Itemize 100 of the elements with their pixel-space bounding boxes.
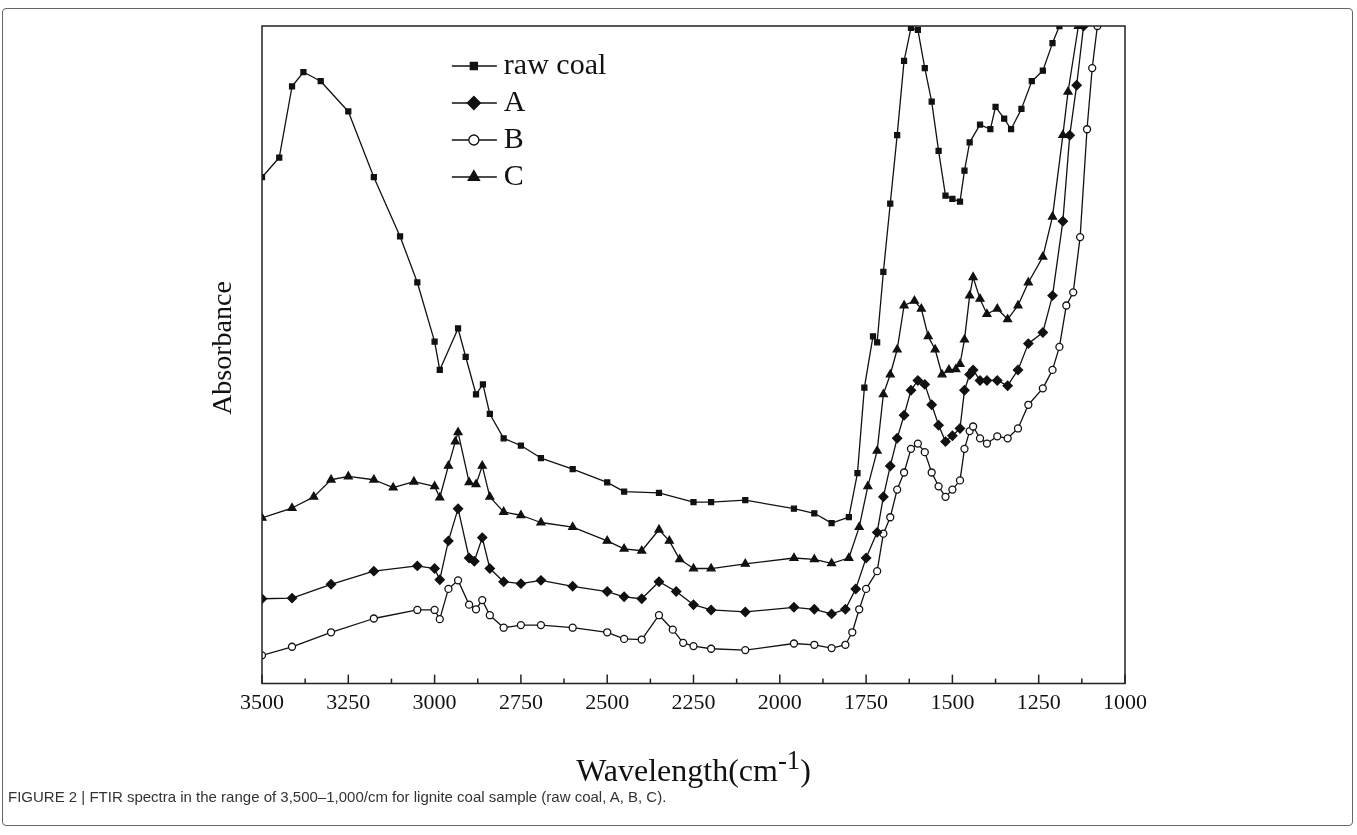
- point: [537, 454, 545, 462]
- x-tick-label: 3000: [412, 688, 457, 714]
- point: [1012, 364, 1024, 376]
- point: [949, 195, 956, 203]
- point: [1037, 327, 1049, 338]
- point: [436, 366, 443, 374]
- point: [742, 497, 749, 504]
- point: [469, 556, 480, 567]
- point: [740, 606, 751, 618]
- point: [620, 488, 628, 495]
- point: [396, 233, 404, 240]
- point: [462, 353, 469, 360]
- point: [477, 532, 488, 543]
- point: [894, 132, 901, 139]
- point: [947, 430, 958, 441]
- point: [671, 586, 682, 597]
- point: [1007, 126, 1015, 133]
- point: [828, 520, 835, 527]
- point: [956, 198, 964, 205]
- point: [1071, 79, 1082, 91]
- point: [921, 64, 928, 72]
- point: [912, 375, 924, 386]
- x-tick-label: 1500: [930, 688, 975, 714]
- caption: FIGURE 2 | FTIR spectra in the range of 3,500–1,000/cm for lignite coal sample (raw coal, A, B, C).: [8, 788, 667, 805]
- point: [288, 83, 296, 90]
- point: [370, 174, 377, 181]
- point: [317, 78, 324, 85]
- point: [414, 279, 421, 286]
- point: [1064, 129, 1075, 141]
- point: [1047, 290, 1058, 301]
- point: [992, 103, 999, 111]
- point: [966, 139, 973, 146]
- point: [486, 410, 493, 418]
- x-tick-label: 2500: [585, 688, 630, 714]
- point: [498, 576, 509, 587]
- x-axis-title: Wavelength(cm$^{-1}$): [575, 745, 812, 789]
- point: [434, 574, 445, 585]
- point: [871, 527, 883, 538]
- point: [484, 563, 496, 574]
- point: [1001, 115, 1008, 122]
- point: [880, 268, 887, 276]
- point: [500, 435, 507, 442]
- point: [898, 410, 910, 421]
- point: [926, 399, 937, 410]
- point: [905, 385, 917, 396]
- point: [961, 167, 968, 174]
- x-tick-label: 2250: [671, 688, 716, 714]
- point: [1023, 338, 1034, 349]
- point: [431, 338, 438, 345]
- point: [1057, 216, 1069, 227]
- point: [860, 552, 872, 564]
- point: [472, 391, 480, 398]
- point: [452, 503, 464, 514]
- point: [688, 599, 699, 610]
- point: [878, 491, 889, 503]
- x-tick-label: 1250: [1016, 688, 1061, 714]
- point: [412, 560, 423, 572]
- x-tick-label: 1750: [844, 688, 889, 714]
- point: [602, 586, 613, 597]
- point: [919, 379, 930, 390]
- point: [933, 419, 944, 431]
- point: [1039, 67, 1046, 74]
- point: [286, 592, 298, 604]
- point: [705, 604, 717, 616]
- point: [276, 154, 283, 161]
- point: [942, 192, 949, 199]
- point: [811, 510, 818, 517]
- point: [954, 423, 966, 434]
- x-tick-label: 2750: [498, 688, 543, 714]
- y-axis-title: Absorbance: [206, 281, 238, 415]
- point: [325, 579, 337, 590]
- point: [987, 126, 994, 133]
- point: [992, 375, 1003, 386]
- point: [517, 442, 525, 449]
- point: [567, 581, 578, 592]
- point: [443, 535, 454, 547]
- point: [967, 364, 979, 376]
- point: [891, 433, 903, 444]
- point: [653, 576, 665, 587]
- point: [869, 333, 877, 340]
- point: [618, 591, 630, 602]
- point: [900, 57, 908, 64]
- point: [454, 325, 462, 332]
- legend-label: raw coal: [503, 46, 607, 80]
- point: [515, 578, 527, 589]
- point: [604, 479, 611, 486]
- point: [790, 505, 798, 512]
- legend-label: C: [503, 157, 524, 191]
- point: [885, 460, 896, 472]
- point: [368, 565, 380, 577]
- point: [707, 498, 715, 506]
- x-tick-label: 1000: [1103, 688, 1147, 714]
- point: [300, 68, 307, 76]
- point: [874, 339, 881, 346]
- point: [1002, 380, 1013, 391]
- legend-label: B: [503, 120, 524, 154]
- point: [788, 602, 800, 613]
- point: [1028, 78, 1035, 85]
- point: [809, 604, 820, 615]
- point: [850, 583, 861, 595]
